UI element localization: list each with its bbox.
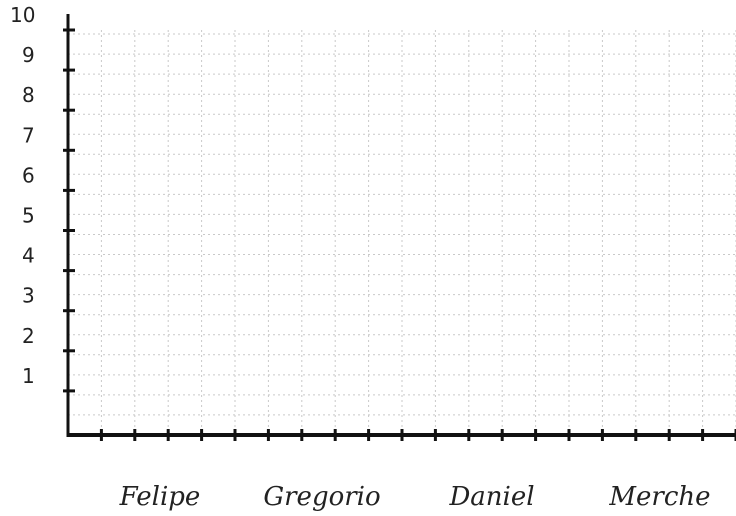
y-tick-label: 9 — [22, 43, 35, 67]
y-tick-label: 3 — [22, 284, 35, 308]
y-tick-label: 8 — [22, 83, 35, 107]
y-tick-label: 1 — [22, 364, 35, 388]
y-tick-label: 10 — [10, 3, 35, 27]
y-axis-ticks — [63, 28, 75, 393]
y-tick-label: 5 — [22, 204, 35, 228]
x-axis-category-labels: Felipe Gregorio Daniel Merche — [119, 482, 711, 512]
x-axis-ticks — [99, 429, 736, 441]
x-category-label: Gregorio — [263, 482, 380, 512]
y-tick-label: 7 — [22, 123, 35, 147]
x-category-label: Daniel — [448, 482, 534, 512]
y-tick-label: 2 — [22, 324, 35, 348]
y-axis-tick-labels: 1 2 3 4 5 6 7 8 9 10 — [10, 3, 35, 388]
y-tick-label: 4 — [22, 244, 35, 268]
grid-lines — [68, 30, 736, 435]
x-category-label: Felipe — [119, 482, 201, 512]
x-category-label: Merche — [608, 482, 710, 512]
y-tick-label: 6 — [22, 163, 35, 187]
